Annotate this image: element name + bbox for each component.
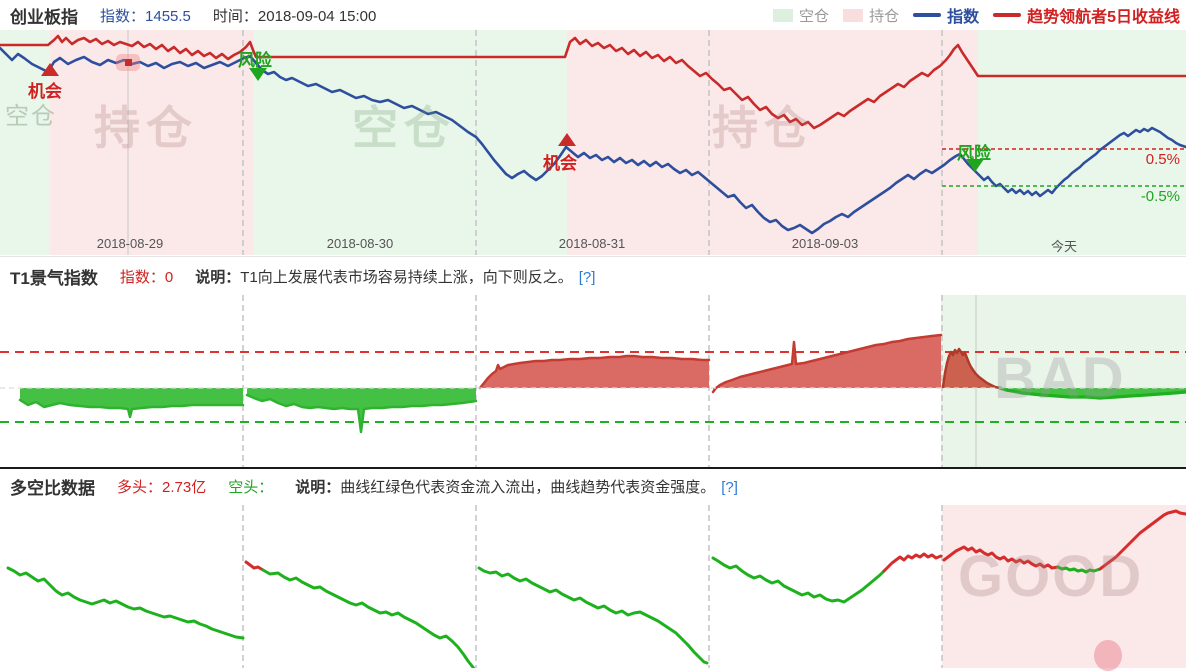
- long-value: 2.73亿: [162, 478, 207, 496]
- legend-label: 指数: [947, 9, 980, 26]
- t1-index-readout: 指数：0: [120, 266, 173, 287]
- panel-divider: [0, 256, 1186, 257]
- longshort-title: 多空比数据: [10, 478, 95, 498]
- trend-line-swatch: [993, 13, 1022, 17]
- longshort-chart: GOOD: [0, 505, 1186, 671]
- longshort-description: 说明：曲线红绿色代表资金流入流出，曲线趋势代表资金强度。 [?]: [295, 476, 738, 497]
- t1-chart: BAD: [0, 295, 1186, 467]
- time-label: 时间：: [212, 7, 258, 25]
- index-label: 指数：: [100, 7, 146, 25]
- t1-help-link[interactable]: [?]: [578, 268, 596, 286]
- index-readout: 指数：1455.5: [100, 5, 191, 26]
- index-value: 1455.5: [145, 7, 191, 25]
- page-title: 创业板指: [10, 7, 78, 27]
- t1-description: 说明：T1向上发展代表市场容易持续上涨，向下则反之。 [?]: [195, 266, 595, 287]
- longshort-chart-canvas[interactable]: [0, 505, 1186, 668]
- legend-item-empty-position[interactable]: 空仓: [773, 5, 829, 26]
- t1-chart-canvas[interactable]: [0, 295, 1186, 467]
- chinext-panel-header: 创业板指 指数：1455.5 时间：2018-09-04 15:00 空仓 持仓…: [0, 0, 1186, 30]
- legend-item-index-line[interactable]: 指数: [913, 3, 979, 27]
- long-label: 多头：: [117, 478, 163, 496]
- chinext-chart-canvas[interactable]: [0, 30, 1186, 255]
- t1-index-label: 指数：: [119, 268, 165, 286]
- short-readout: 空头：: [228, 476, 273, 497]
- desc-text: T1向上发展代表市场容易持续上涨，向下则反之。: [240, 268, 573, 286]
- t1-panel-header: T1景气指数 指数：0 说明：T1向上发展代表市场容易持续上涨，向下则反之。 [?…: [0, 258, 1186, 294]
- index-line-swatch: [913, 13, 942, 17]
- short-label: 空头：: [228, 478, 274, 496]
- legend-item-trend-line[interactable]: 趋势领航者5日收益线: [993, 3, 1180, 27]
- longshort-panel-header: 多空比数据 多头：2.73亿 空头： 说明：曲线红绿色代表资金流入流出，曲线趋势…: [0, 469, 1186, 503]
- long-readout: 多头：2.73亿: [117, 476, 206, 497]
- desc-label: 说明：: [195, 268, 241, 286]
- t1-index-value: 0: [164, 268, 174, 286]
- chinext-chart: 空仓 持仓 空仓 持仓 机会 风险 机会 风险 0.5% -0.5% 2018-…: [0, 30, 1186, 255]
- t1-title: T1景气指数: [10, 268, 98, 288]
- legend-label: 趋势领航者5日收益线: [1027, 9, 1180, 26]
- desc-text: 曲线红绿色代表资金流入流出，曲线趋势代表资金强度。: [340, 478, 716, 496]
- panel-divider-dark: [0, 467, 1186, 469]
- desc-label: 说明：: [295, 478, 341, 496]
- holding-position-swatch: [843, 8, 864, 22]
- legend-label: 空仓: [799, 7, 830, 25]
- longshort-help-link[interactable]: [?]: [721, 478, 738, 496]
- legend-item-holding-position[interactable]: 持仓: [843, 5, 899, 26]
- time-value: 2018-09-04 15:00: [257, 7, 377, 25]
- legend: 空仓 持仓 指数 趋势领航者5日收益线: [773, 3, 1186, 27]
- empty-position-swatch: [773, 8, 794, 22]
- legend-label: 持仓: [869, 7, 900, 25]
- time-readout: 时间：2018-09-04 15:00: [213, 5, 376, 26]
